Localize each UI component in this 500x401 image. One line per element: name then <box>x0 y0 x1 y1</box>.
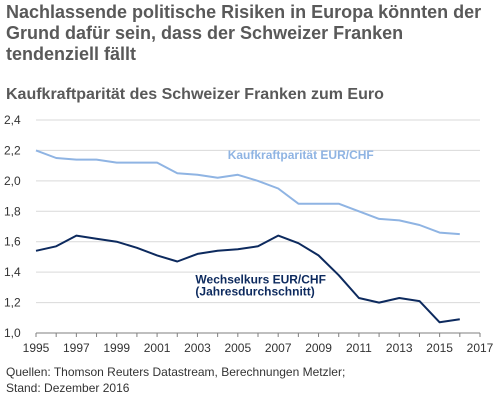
y-tick-label: 1,8 <box>4 204 21 218</box>
x-tick-label: 2015 <box>426 341 453 355</box>
series-labels: Kaufkraftparität EUR/CHF Wechselkurs EUR/… <box>195 148 373 299</box>
x-tick-label: 2009 <box>305 341 332 355</box>
y-tick-label: 1,6 <box>4 235 21 249</box>
y-tick-label: 2,4 <box>4 113 21 127</box>
series-line-2 <box>35 234 460 324</box>
y-tick-label: 2,0 <box>4 174 21 188</box>
source-line-2: Stand: Dezember 2016 <box>6 381 130 395</box>
x-axis: 1995 1997 1999 2001 2003 2005 2007 2009 2011 2013… <box>23 332 494 355</box>
x-tick-label: 1995 <box>23 341 50 355</box>
x-tick-label: 2001 <box>144 341 171 355</box>
chart-subtitle: Kaufkraftparität des Schweizer Franken z… <box>6 86 384 103</box>
source-note: Quellen: Thomson Reuters Datastream, Ber… <box>6 364 496 396</box>
x-tick-label: 2003 <box>184 341 211 355</box>
x-tick-label: 2011 <box>346 341 372 355</box>
x-tick-label: 2007 <box>265 341 292 355</box>
x-tick-label: 1999 <box>103 341 130 355</box>
x-tick-label: 1997 <box>63 341 90 355</box>
x-tick-label: 2005 <box>224 341 251 355</box>
series-line-1 <box>35 149 460 236</box>
series-label-fx-note: (Jahresdurchschnitt) <box>195 285 314 299</box>
x-tick-label: 2013 <box>386 341 413 355</box>
x-tick-label: 2017 <box>467 341 494 355</box>
series-label-ppp: Kaufkraftparität EUR/CHF <box>228 148 374 162</box>
series-label-fx: Wechselkurs EUR/CHF <box>195 273 325 287</box>
y-tick-label: 2,2 <box>4 143 21 157</box>
source-line-1: Quellen: Thomson Reuters Datastream, Ber… <box>6 365 346 379</box>
y-axis-ticks: 1,0 1,2 1,4 1,6 1,8 2,0 2,2 2,4 <box>4 113 21 340</box>
y-tick-label: 1,0 <box>4 326 21 340</box>
chart-title: Nachlassende politische Risiken in Europ… <box>6 2 482 64</box>
series-lines <box>35 149 460 324</box>
y-tick-label: 1,2 <box>4 296 21 310</box>
y-tick-label: 1,4 <box>4 265 21 279</box>
